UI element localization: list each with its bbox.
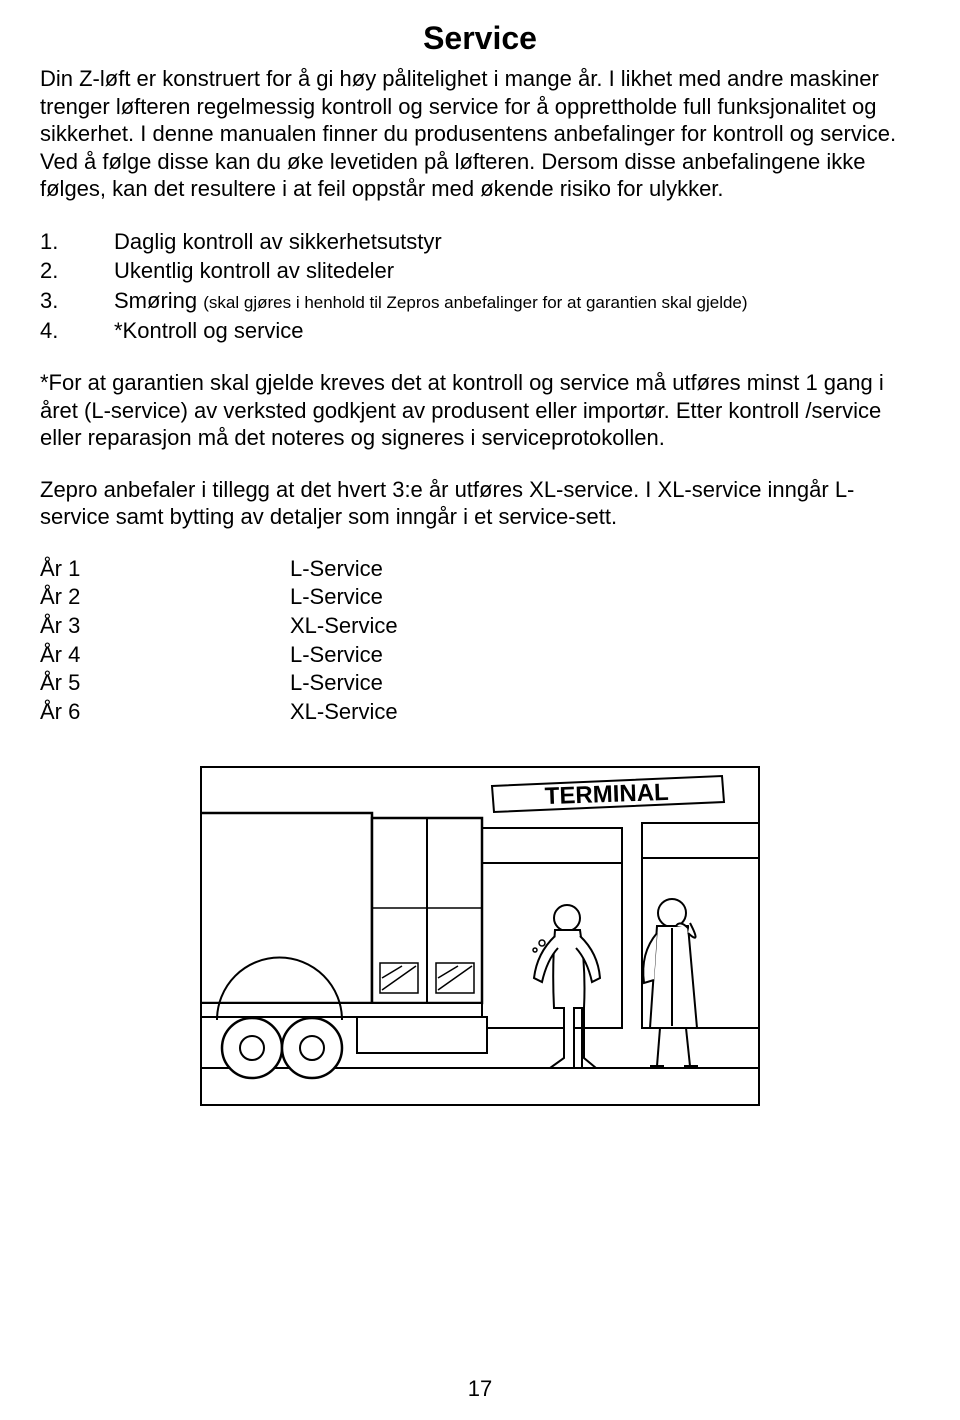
list-number: 4. [40,316,64,346]
truck-terminal-icon: TERMINAL [202,768,760,1106]
list-item: 1. Daglig kontroll av sikkerhetsutstyr [40,227,920,257]
numbered-list: 1. Daglig kontroll av sikkerhetsutstyr 2… [40,227,920,346]
page-number: 17 [0,1376,960,1402]
schedule-year: År 2 [40,583,290,612]
schedule-year: År 5 [40,669,290,698]
svg-text:TERMINAL: TERMINAL [544,779,669,810]
schedule-row: År 2 L-Service [40,583,920,612]
list-number: 3. [40,286,64,316]
list-number: 1. [40,227,64,257]
list-item: 2. Ukentlig kontroll av slitedeler [40,256,920,286]
schedule-year: År 6 [40,698,290,727]
list-number: 2. [40,256,64,286]
list-text: *Kontroll og service [114,316,920,346]
schedule-row: År 4 L-Service [40,641,920,670]
warranty-note: *For at garantien skal gjelde kreves det… [40,369,920,452]
page-title: Service [40,20,920,57]
schedule-row: År 6 XL-Service [40,698,920,727]
schedule-service: XL-Service [290,698,398,727]
schedule-row: År 1 L-Service [40,555,920,584]
list-text: Ukentlig kontroll av slitedeler [114,256,920,286]
schedule-year: År 4 [40,641,290,670]
list-text-main: Smøring [114,288,203,313]
schedule-row: År 3 XL-Service [40,612,920,641]
schedule-year: År 3 [40,612,290,641]
schedule-service: L-Service [290,669,383,698]
list-text: Smøring (skal gjøres i henhold til Zepro… [114,286,920,316]
list-item: 3. Smøring (skal gjøres i henhold til Ze… [40,286,920,316]
schedule-service: L-Service [290,641,383,670]
list-text: Daglig kontroll av sikkerhetsutstyr [114,227,920,257]
schedule-service: L-Service [290,555,383,584]
schedule-service: XL-Service [290,612,398,641]
service-schedule: År 1 L-Service År 2 L-Service År 3 XL-Se… [40,555,920,727]
xl-recommendation: Zepro anbefaler i tillegg at det hvert 3… [40,476,920,531]
intro-paragraph: Din Z-løft er konstruert for å gi høy på… [40,65,920,203]
schedule-year: År 1 [40,555,290,584]
terminal-illustration: TERMINAL [200,766,760,1106]
list-text-suffix: (skal gjøres i henhold til Zepros anbefa… [203,293,747,312]
list-item: 4. *Kontroll og service [40,316,920,346]
schedule-row: År 5 L-Service [40,669,920,698]
schedule-service: L-Service [290,583,383,612]
